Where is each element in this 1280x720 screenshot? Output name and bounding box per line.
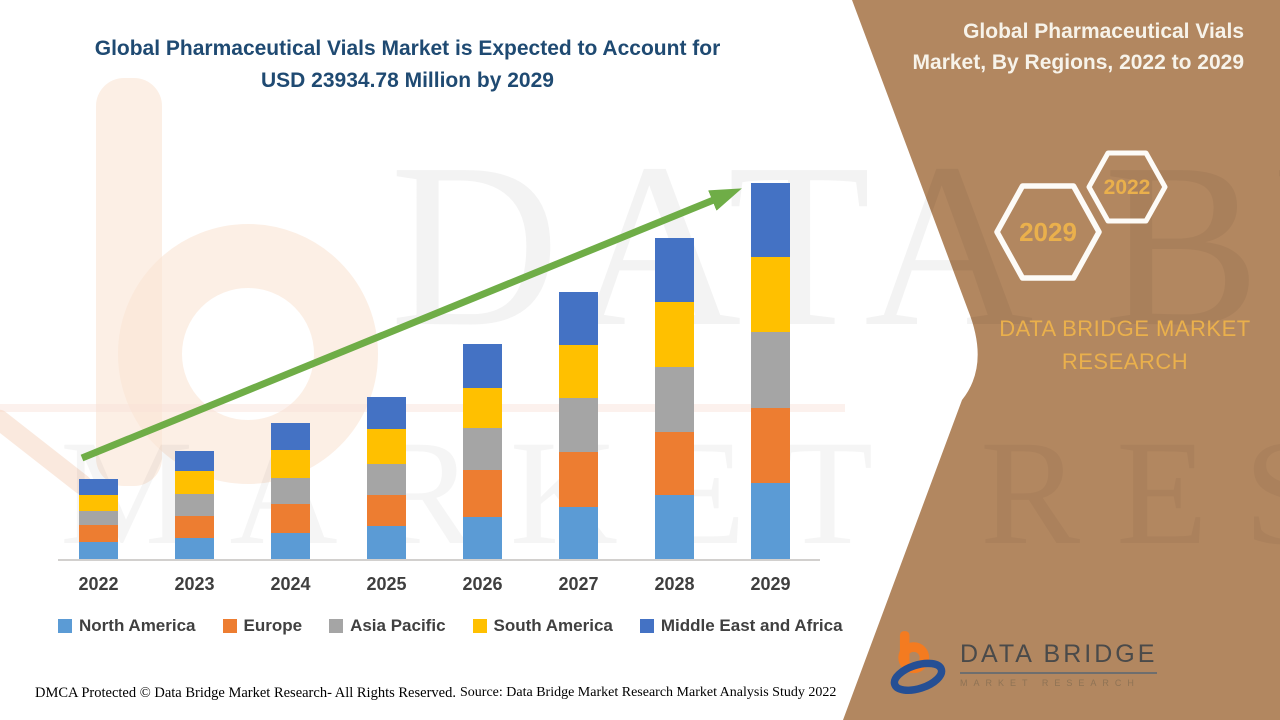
hexagon-2022 [1086,150,1168,224]
bar-segment [751,183,790,258]
bar-segment [463,427,502,470]
x-axis-label: 2027 [558,574,599,594]
bar-segment [367,428,406,464]
bar-segment [559,344,598,398]
bar-2028 [655,237,694,559]
x-axis-label: 2028 [654,574,695,594]
company-logo-texts: DATA BRIDGE MARKET RESEARCH [960,640,1158,688]
side-panel-shape [843,0,1280,720]
x-axis-label: 2024 [270,574,311,594]
legend-item: Asia Pacific [329,616,446,636]
bar-segment [367,525,406,559]
bar-segment [175,538,214,559]
bar-segment [79,542,118,559]
legend-swatch [58,619,72,633]
legend-item: Europe [222,616,303,636]
x-axis-line [58,559,820,561]
x-axis-label: 2025 [366,574,407,594]
brand-text-line1: DATA BRIDGE MARKET [999,316,1251,341]
bar-segment [655,431,694,495]
bar-segment [79,525,118,542]
legend-swatch [472,619,487,633]
brand-text-line2: RESEARCH [1061,349,1189,374]
footer-source-text: Source: Data Bridge Market Research Mark… [460,685,837,700]
bar-segment [175,451,214,471]
bar-2026 [463,343,502,559]
side-panel-heading: Global Pharmaceutical Vials Market, By R… [860,16,1244,78]
hexagon-badges: 2029 2022 [994,150,1168,281]
bar-segment [79,479,118,495]
bar-segment [559,451,598,507]
bar-segment [655,237,694,302]
bar-segment [751,257,790,333]
bar-segment [271,503,310,533]
hexagon-2029-label: 2029 [1019,217,1077,247]
legend-label: Middle East and Africa [660,616,843,635]
x-axis-label: 2023 [174,574,215,594]
bar-segment [655,301,694,367]
bar-segment [751,407,790,483]
footer-dmca-text: DMCA Protected © Data Bridge Market Rese… [35,685,456,701]
chart-title-line1: Global Pharmaceutical Vials Market is Ex… [94,37,721,60]
bar-segment [463,343,502,388]
chart-title: Global Pharmaceutical Vials Market is Ex… [40,33,775,97]
bar-2022 [79,479,118,559]
chart-title-line2: USD 23934.78 Million by 2029 [261,69,554,92]
bar-2024 [271,422,310,559]
chart-legend: North America Europe Asia Pacific South Ame… [58,616,843,636]
bar-2025 [367,396,406,559]
x-axis-label: 2029 [750,574,791,594]
bar-segment [367,494,406,526]
legend-label: South America [493,616,613,635]
legend-label: North America [79,616,196,635]
hexagon-2029 [994,183,1102,281]
bar-segment [655,366,694,432]
bar-segment [751,482,790,559]
bar-2029 [751,183,790,559]
company-logo: DATA BRIDGE MARKET RESEARCH [886,630,1158,696]
bar-2027 [559,291,598,559]
bar-segment [271,449,310,478]
bar-segment [463,387,502,428]
bar-segment [79,511,118,525]
company-logo-tagline: MARKET RESEARCH [960,678,1140,688]
bar-segment [271,422,310,450]
bar-segment [175,516,214,538]
side-panel-heading-line1: Global Pharmaceutical Vials [963,20,1244,43]
legend-item: North America [58,616,196,636]
legend-label: Asia Pacific [350,616,446,635]
bar-segment [367,463,406,495]
bar-segment [559,291,598,345]
bar-segment [367,396,406,429]
legend-item: Middle East and Africa [639,616,843,636]
bar-segment [271,532,310,559]
x-axis-label: 2022 [78,574,119,594]
legend-item: South America [472,616,613,636]
bar-segment [271,477,310,504]
legend-swatch [222,619,237,633]
legend-swatch [329,619,344,633]
bar-segment [175,471,214,494]
bar-2023 [175,451,214,559]
legend-swatch [639,619,654,633]
x-axis-label: 2026 [462,574,503,594]
company-logo-icon [890,631,946,695]
bar-segment [463,469,502,517]
bar-segment [79,495,118,511]
legend-label: Europe [243,616,303,635]
side-panel-heading-line2: Market, By Regions, 2022 to 2029 [912,51,1244,74]
bar-segment [559,397,598,452]
bar-segment [751,332,790,408]
bar-segment [175,494,214,516]
bar-segment [463,516,502,559]
company-logo-name: DATA BRIDGE [960,640,1158,674]
bar-segment [559,506,598,559]
brand-text: DATA BRIDGE MARKET RESEARCH [965,312,1280,378]
bar-segment [655,494,694,559]
hexagon-2022-label: 2022 [1104,176,1151,199]
